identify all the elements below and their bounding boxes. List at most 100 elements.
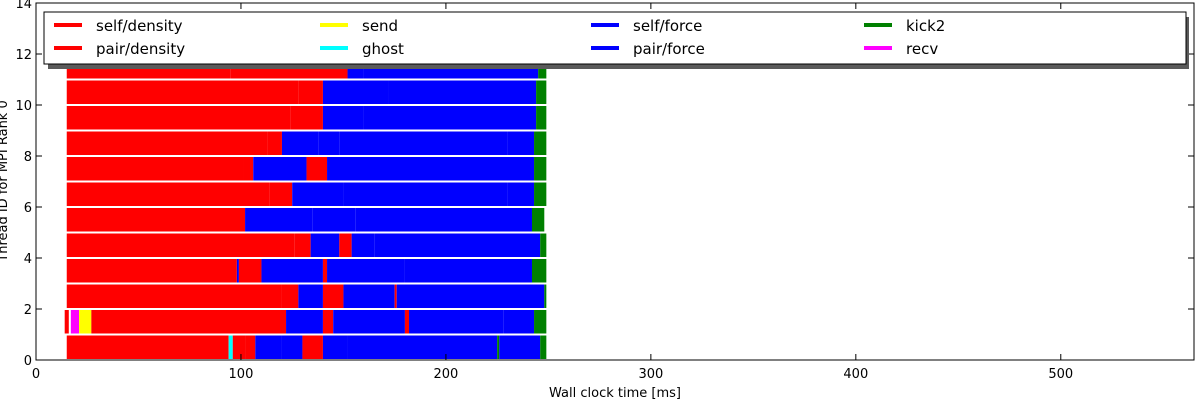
task-bar-thread-8-4 bbox=[339, 131, 508, 155]
plot-frame bbox=[35, 2, 1195, 361]
y-axis: 0 2 4 6 8 10 12 14 bbox=[15, 0, 1194, 369]
task-bar-thread-8-6 bbox=[534, 131, 547, 155]
task-bar-thread-2-0 bbox=[66, 284, 282, 308]
x-tick-label-3: 300 bbox=[638, 367, 663, 382]
task-bar-thread-2-2 bbox=[298, 284, 323, 308]
task-bar-thread-9-2 bbox=[322, 106, 364, 130]
task-bar-thread-9-5 bbox=[536, 106, 547, 130]
task-bar-thread-1-6 bbox=[333, 310, 405, 334]
task-bar-thread-0-0 bbox=[66, 335, 229, 359]
task-bar-thread-8-3 bbox=[318, 131, 340, 155]
x-axis: 0 100 200 300 400 500 bbox=[32, 3, 1073, 382]
task-bar-thread-0-2 bbox=[232, 335, 246, 359]
task-bar-thread-4-3 bbox=[339, 233, 352, 257]
task-bar-thread-1-8 bbox=[409, 310, 504, 334]
task-bar-thread-9-4 bbox=[511, 106, 537, 130]
task-bar-thread-2-4 bbox=[343, 284, 395, 308]
task-bar-thread-2-5 bbox=[394, 284, 397, 308]
legend-label-0: self/density bbox=[96, 17, 183, 35]
task-bar-thread-4-4 bbox=[351, 233, 375, 257]
task-bar-thread-6-4 bbox=[507, 182, 535, 206]
task-bar-thread-7-4 bbox=[327, 157, 492, 181]
task-bar-thread-0-5 bbox=[281, 335, 303, 359]
task-bar-thread-3-3 bbox=[261, 259, 323, 283]
task-bar-thread-5-0 bbox=[66, 208, 246, 232]
task-bar-thread-7-3 bbox=[306, 157, 328, 181]
task-bar-thread-1-4 bbox=[286, 310, 323, 334]
legend-label-7: recv bbox=[906, 40, 938, 58]
y-tick-label-1: 2 bbox=[24, 303, 32, 318]
legend-label-3: ghost bbox=[362, 40, 404, 58]
legend-label-6: kick2 bbox=[906, 17, 945, 35]
task-bar-thread-10-1 bbox=[298, 80, 323, 104]
task-bar-thread-1-1 bbox=[70, 310, 80, 334]
task-bar-thread-5-1 bbox=[245, 208, 313, 232]
task-bar-thread-0-6 bbox=[302, 335, 323, 359]
legend-box bbox=[43, 11, 1187, 65]
y-tick-label-2: 4 bbox=[24, 252, 32, 267]
task-bar-thread-10-2 bbox=[322, 80, 389, 104]
task-bar-thread-7-6 bbox=[534, 157, 547, 181]
task-bar-thread-8-0 bbox=[66, 131, 268, 155]
task-bar-thread-4-5 bbox=[374, 233, 541, 257]
legend-label-2: send bbox=[362, 17, 398, 35]
task-bar-thread-1-9 bbox=[503, 310, 535, 334]
task-bar-thread-3-7 bbox=[531, 259, 547, 283]
task-bar-thread-5-2 bbox=[312, 208, 356, 232]
task-bar-thread-3-1 bbox=[236, 259, 239, 283]
y-tick-label-6: 12 bbox=[15, 48, 32, 63]
task-bar-thread-1-3 bbox=[91, 310, 287, 334]
task-bar-thread-9-3 bbox=[363, 106, 512, 130]
y-axis-title: Thread ID for MPI Rank 0 bbox=[0, 100, 11, 262]
legend: self/density pair/density send ghost self/fo… bbox=[43, 11, 1189, 69]
y-tick-label-5: 10 bbox=[15, 99, 32, 114]
legend-label-5: pair/force bbox=[633, 40, 705, 58]
task-bar-thread-3-5 bbox=[327, 259, 405, 283]
x-axis-title: Wall clock time [ms] bbox=[549, 386, 681, 400]
task-bar-thread-6-3 bbox=[343, 182, 508, 206]
x-tick-label-5: 500 bbox=[1048, 367, 1073, 382]
task-bar-thread-6-1 bbox=[269, 182, 293, 206]
task-bar-thread-7-2 bbox=[253, 157, 307, 181]
y-tick-label-4: 8 bbox=[24, 150, 32, 165]
task-bar-thread-0-8 bbox=[347, 335, 498, 359]
task-bar-thread-10-4 bbox=[536, 80, 547, 104]
task-bar-thread-10-0 bbox=[66, 80, 299, 104]
task-bar-thread-1-10 bbox=[534, 310, 547, 334]
x-tick-label-1: 100 bbox=[229, 367, 254, 382]
bars-layer bbox=[64, 55, 547, 359]
task-bar-thread-10-3 bbox=[388, 80, 537, 104]
task-bar-thread-6-0 bbox=[66, 182, 270, 206]
task-bar-thread-8-1 bbox=[267, 131, 282, 155]
task-bar-thread-6-2 bbox=[292, 182, 344, 206]
x-tick-label-0: 0 bbox=[32, 367, 40, 382]
task-bar-thread-3-0 bbox=[66, 259, 237, 283]
task-bar-thread-7-5 bbox=[491, 157, 535, 181]
task-bar-thread-1-5 bbox=[322, 310, 334, 334]
task-bar-thread-3-2 bbox=[238, 259, 262, 283]
task-bar-thread-5-5 bbox=[531, 208, 545, 232]
y-tick-label-3: 6 bbox=[24, 201, 32, 216]
task-bar-thread-2-6 bbox=[396, 284, 545, 308]
x-tick-label-4: 400 bbox=[843, 367, 868, 382]
task-bar-thread-8-5 bbox=[507, 131, 535, 155]
x-tick-label-2: 200 bbox=[433, 367, 458, 382]
task-bar-thread-4-0 bbox=[66, 233, 295, 257]
task-bar-thread-0-9 bbox=[497, 335, 500, 359]
legend-label-4: self/force bbox=[633, 17, 702, 35]
task-bar-thread-5-3 bbox=[355, 208, 512, 232]
task-bar-thread-9-1 bbox=[290, 106, 323, 130]
task-bar-thread-0-3 bbox=[245, 335, 256, 359]
task-bar-thread-2-7 bbox=[544, 284, 547, 308]
y-tick-label-7: 14 bbox=[15, 0, 32, 12]
task-bar-thread-4-6 bbox=[540, 233, 547, 257]
task-bar-thread-1-0 bbox=[64, 310, 69, 334]
task-bar-thread-7-1 bbox=[243, 157, 254, 181]
task-bar-thread-0-1 bbox=[228, 335, 233, 359]
task-bar-thread-4-1 bbox=[294, 233, 311, 257]
task-bar-thread-2-1 bbox=[281, 284, 299, 308]
task-bar-thread-0-7 bbox=[322, 335, 348, 359]
task-bar-thread-0-11 bbox=[540, 335, 547, 359]
task-bar-thread-4-2 bbox=[310, 233, 340, 257]
